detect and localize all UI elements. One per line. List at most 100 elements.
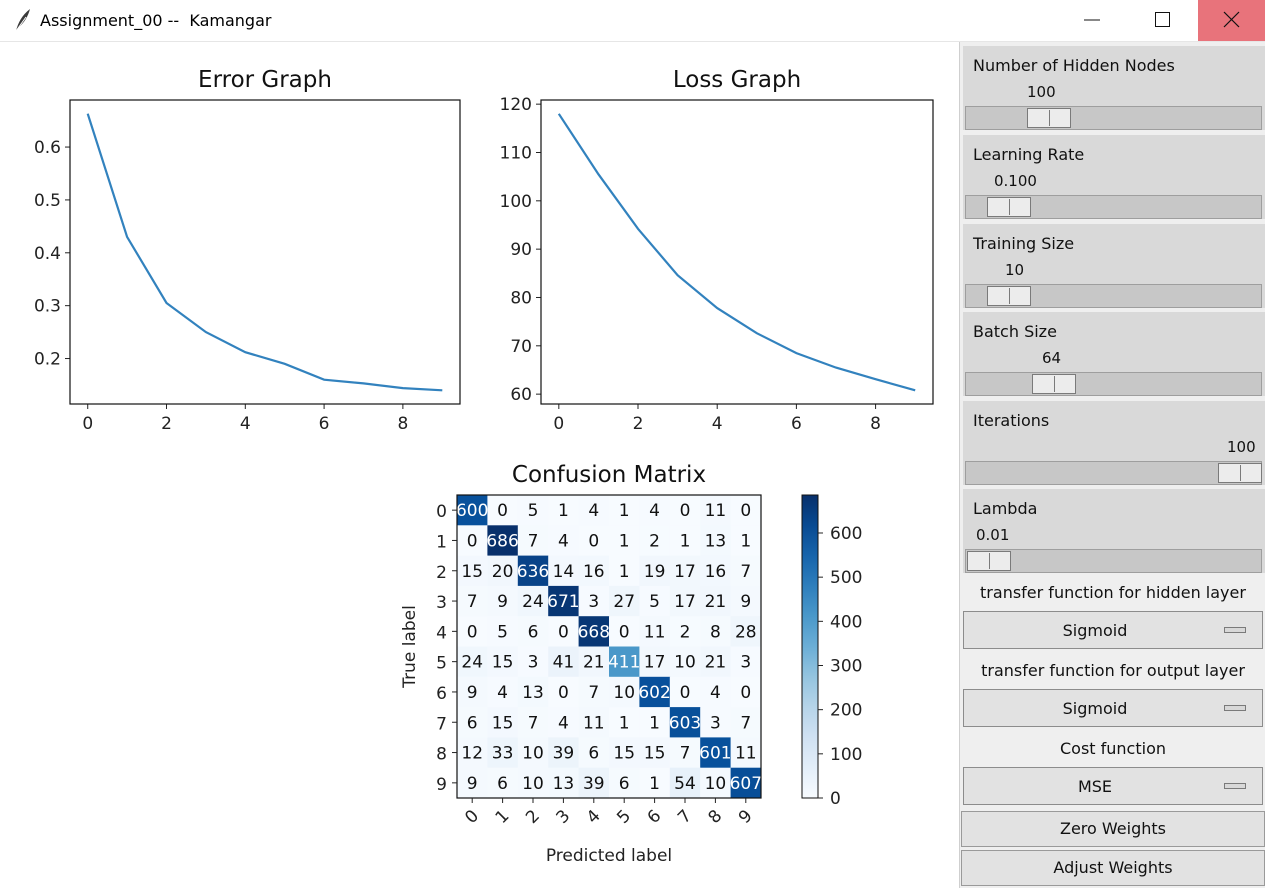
x-tick-label: 8 xyxy=(705,806,727,828)
cell-label: 24 xyxy=(522,592,544,612)
slider-value: 64 xyxy=(1042,349,1062,367)
cell-label: 16 xyxy=(583,562,605,582)
cell-label: 1 xyxy=(740,531,751,551)
y-tick-label: 5 xyxy=(436,654,447,674)
slider-label: Batch Size xyxy=(973,322,1057,341)
heatmap-cell xyxy=(730,585,762,617)
heatmap-cell xyxy=(700,767,731,799)
adjust-weights-button[interactable]: Adjust Weights xyxy=(961,850,1265,886)
cell-label: 7 xyxy=(528,713,539,733)
x-tick-label: 0 xyxy=(82,414,93,434)
hidden-transfer-select[interactable]: Sigmoid xyxy=(963,611,1263,649)
cell-label: 4 xyxy=(588,501,599,521)
plot-frame xyxy=(69,99,461,405)
colorbar xyxy=(801,494,819,799)
x-tick-label: 5 xyxy=(613,806,635,828)
slider-thumb[interactable] xyxy=(967,551,1011,571)
slider-trough[interactable] xyxy=(965,284,1262,308)
cell-label: 6 xyxy=(528,622,539,642)
heatmap-cell xyxy=(700,585,731,617)
title-bar: Assignment_00 -- Kamangar xyxy=(0,0,1265,42)
hidden-transfer-label: transfer function for hidden layer xyxy=(980,583,1246,602)
heatmap-cell xyxy=(457,676,488,708)
heatmap-cell xyxy=(548,676,579,708)
heatmap-cell xyxy=(578,707,610,738)
zero-weights-button[interactable]: Zero Weights xyxy=(961,811,1265,847)
heatmap-cell xyxy=(578,737,610,769)
line-chart-1: Loss Graph 0 2 4 6 8 60 70 80 90 100 110 120 xyxy=(500,67,934,434)
cell-label: 7 xyxy=(467,592,478,612)
cell-label: 7 xyxy=(588,683,599,703)
heatmap-cell xyxy=(457,646,488,678)
cell-label: 15 xyxy=(492,713,514,733)
chart-title: Error Graph xyxy=(198,67,332,93)
heatmap-cell xyxy=(609,525,640,556)
dropdown-indicator-icon xyxy=(1224,705,1246,711)
slider-label: Lambda xyxy=(973,499,1038,518)
slider-lambda: Lambda 0.01 xyxy=(963,489,1265,573)
slider-trough[interactable] xyxy=(965,195,1262,219)
slider-value: 100 xyxy=(1027,83,1056,101)
y-tick-label: 110 xyxy=(500,143,532,163)
slider-trough[interactable] xyxy=(965,461,1262,485)
heatmap-cell xyxy=(639,676,671,708)
slider-thumb[interactable] xyxy=(987,197,1032,217)
cell-label: 668 xyxy=(578,622,610,642)
colorbar-tick-label: 600 xyxy=(830,524,862,544)
minimize-button[interactable] xyxy=(1059,0,1126,41)
heatmap-cell xyxy=(609,767,640,799)
x-tick-label: 3 xyxy=(553,806,575,828)
close-button[interactable] xyxy=(1198,0,1265,41)
cost-function-select[interactable]: MSE xyxy=(963,767,1263,805)
slider-trough[interactable] xyxy=(965,106,1262,130)
heatmap-cell xyxy=(487,585,519,617)
cell-label: 8 xyxy=(710,622,721,642)
heatmap-cell xyxy=(457,525,488,556)
slider-thumb[interactable] xyxy=(987,286,1032,306)
cell-label: 20 xyxy=(492,562,514,582)
heatmap-cell xyxy=(730,707,762,738)
heatmap-cell xyxy=(609,555,640,587)
cell-label: 28 xyxy=(735,622,757,642)
heatmap-cell xyxy=(457,737,488,769)
heatmap-cell xyxy=(639,525,671,556)
maximize-button[interactable] xyxy=(1129,0,1196,41)
output-transfer-select[interactable]: Sigmoid xyxy=(963,689,1263,727)
cell-label: 9 xyxy=(467,683,478,703)
slider-thumb[interactable] xyxy=(1032,374,1077,394)
heatmap-cell xyxy=(639,495,671,526)
slider-trough[interactable] xyxy=(965,372,1262,396)
y-tick-label: 6 xyxy=(436,684,447,704)
cell-label: 6 xyxy=(619,774,630,794)
cell-label: 9 xyxy=(467,774,478,794)
heatmap-cell xyxy=(578,616,610,647)
x-tick-label: 0 xyxy=(461,806,483,828)
x-tick-label: 9 xyxy=(735,806,757,828)
cell-label: 17 xyxy=(674,562,696,582)
y-tick-label: 8 xyxy=(436,745,447,765)
cell-label: 5 xyxy=(497,622,508,642)
cell-label: 12 xyxy=(461,744,483,764)
heatmap-cell xyxy=(730,495,762,526)
cell-label: 4 xyxy=(710,683,721,703)
slider-label: Training Size xyxy=(973,234,1075,253)
cell-label: 10 xyxy=(522,774,544,794)
x-tick-label: 2 xyxy=(522,806,544,828)
cell-label: 10 xyxy=(522,744,544,764)
cell-label: 411 xyxy=(608,653,640,673)
cell-label: 54 xyxy=(674,774,696,794)
x-axis-label: Predicted label xyxy=(546,846,672,866)
cell-label: 4 xyxy=(497,683,508,703)
slider-iterations: Iterations 100 xyxy=(963,401,1265,485)
slider-thumb[interactable] xyxy=(1027,108,1072,128)
x-tick-label: 2 xyxy=(161,414,172,434)
slider-trough[interactable] xyxy=(965,549,1262,573)
heatmap-cell xyxy=(517,767,549,799)
cell-label: 5 xyxy=(528,501,539,521)
cell-label: 13 xyxy=(522,683,544,703)
x-tick-label: 4 xyxy=(583,806,605,828)
heatmap-cell xyxy=(669,616,701,647)
slider-thumb[interactable] xyxy=(1218,463,1262,483)
heatmap-cell xyxy=(730,767,762,799)
heatmap-cell xyxy=(700,616,731,647)
